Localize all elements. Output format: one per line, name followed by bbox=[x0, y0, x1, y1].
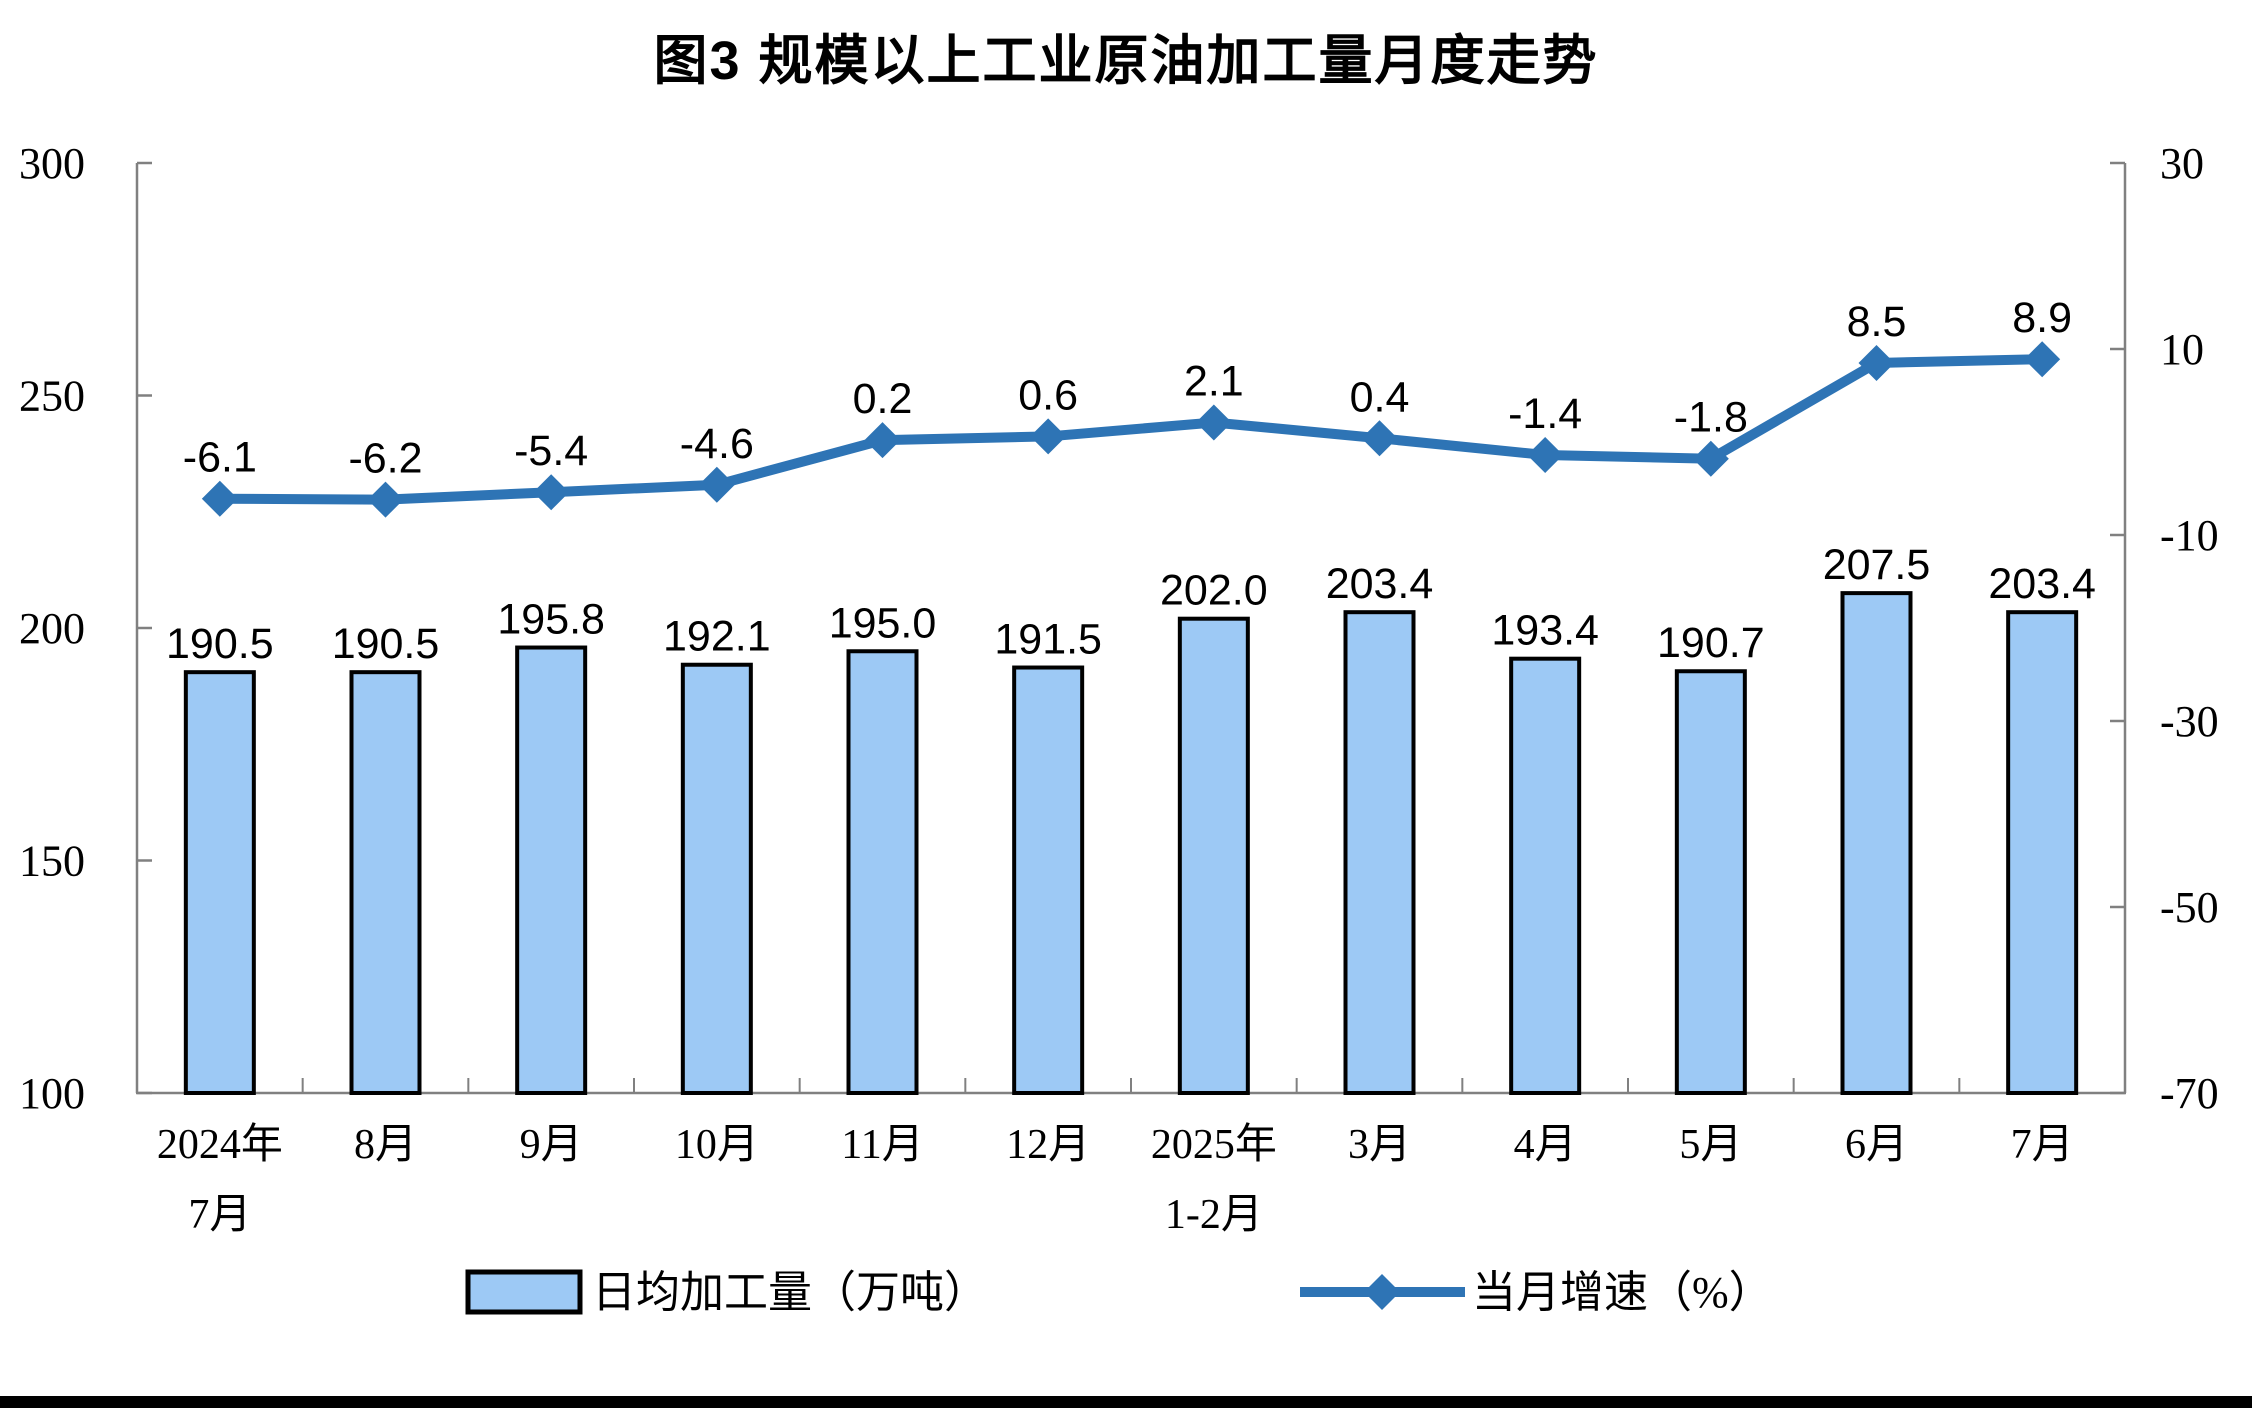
line-point-diamond bbox=[1361, 420, 1398, 457]
bar-value-label: 195.0 bbox=[829, 599, 937, 647]
line-value-label: -1.8 bbox=[1674, 394, 1748, 442]
line-path bbox=[219, 354, 2043, 505]
line-value-label: -6.2 bbox=[348, 435, 422, 483]
line-point-diamond bbox=[864, 422, 901, 459]
x-axis-label: 6月 bbox=[1845, 1122, 1908, 1168]
line-value-label: 0.4 bbox=[1350, 373, 1410, 421]
x-axis-label: 3月 bbox=[1348, 1122, 1411, 1168]
bar-series bbox=[183, 591, 2079, 1096]
bar bbox=[183, 670, 256, 1095]
line-value-label: 8.9 bbox=[2012, 294, 2072, 342]
bar bbox=[2006, 610, 2079, 1095]
line-point-diamond bbox=[1692, 440, 1729, 477]
bar-value-label: 190.5 bbox=[332, 620, 440, 668]
bar bbox=[1840, 591, 1913, 1095]
bar-value-label: 192.1 bbox=[663, 613, 771, 661]
bar bbox=[1343, 610, 1416, 1095]
bar-value-label: 203.4 bbox=[1326, 560, 1434, 608]
x-axis-label: 9月 bbox=[520, 1122, 583, 1168]
x-axis-label: 2025年 bbox=[1151, 1121, 1277, 1168]
y-axis-left-tick-label: 100 bbox=[19, 1069, 85, 1118]
x-axis-label: 10月 bbox=[675, 1122, 759, 1168]
bar-value-label: 207.5 bbox=[1823, 541, 1931, 589]
line-series bbox=[201, 341, 2061, 518]
x-axis-label: 7月 bbox=[2011, 1122, 2074, 1168]
x-axis-label: 5月 bbox=[1679, 1122, 1742, 1168]
legend: 日均加工量（万吨） 当月增速（%） bbox=[465, 1268, 1773, 1317]
x-axis-label: 12月 bbox=[1006, 1122, 1090, 1168]
legend-diamond-icon bbox=[1364, 1274, 1400, 1310]
bar-value-labels: 190.5 190.5 195.8 192.1 195.0 191.5 202.0 203.4… bbox=[166, 541, 2096, 668]
y-axis-right-labels: -70 -50 -30 -10 10 30 bbox=[2160, 139, 2219, 1118]
x-axis-label: 4月 bbox=[1514, 1122, 1577, 1168]
line-value-label: -1.4 bbox=[1508, 390, 1582, 438]
bar bbox=[1509, 656, 1582, 1095]
bar bbox=[1012, 665, 1085, 1096]
bar bbox=[846, 649, 919, 1095]
legend-line-label: 当月增速（%） bbox=[1472, 1268, 1773, 1317]
bar-value-label: 190.7 bbox=[1657, 619, 1765, 667]
x-axis-labels: 2024年 7月 8月 9月 10月 11月 12月 2025年 1-2月 3月 4月 5月 6月 7月 bbox=[157, 1121, 2074, 1238]
y-axis-right-tick-label: -70 bbox=[2160, 1069, 2219, 1118]
bar bbox=[515, 645, 588, 1096]
legend-bar-swatch bbox=[465, 1269, 583, 1315]
y-axis-right-tick-label: -10 bbox=[2160, 511, 2219, 560]
line-value-labels: -6.1 -6.2 -5.4 -4.6 0.2 0.6 2.1 0.4 -1.4 -1.8 8.5 8… bbox=[183, 294, 2072, 482]
line-point-diamond bbox=[533, 474, 570, 511]
bar-value-label: 195.8 bbox=[497, 596, 605, 644]
chart-title: 图3 规模以上工业原油加工量月度走势 bbox=[653, 31, 1599, 91]
y-axis-left-tick-label: 300 bbox=[19, 139, 85, 188]
line-value-label: 2.1 bbox=[1184, 357, 1244, 405]
line-value-label: 0.6 bbox=[1018, 371, 1078, 419]
bar bbox=[349, 670, 422, 1095]
x-axis-label: 8月 bbox=[354, 1122, 417, 1168]
bar bbox=[1674, 669, 1747, 1095]
line-point-diamond bbox=[1195, 404, 1232, 441]
line-value-label: -4.6 bbox=[680, 420, 754, 468]
bottom-border-bar bbox=[0, 1396, 2252, 1408]
line-point-diamond bbox=[201, 480, 238, 517]
x-axis-label-line2: 1-2月 bbox=[1165, 1192, 1263, 1238]
line-point-diamond bbox=[1030, 418, 1067, 455]
x-axis-label: 11月 bbox=[841, 1122, 923, 1168]
y-axis-right-tick-label: -50 bbox=[2160, 883, 2219, 932]
y-axis-right-tick-label: -30 bbox=[2160, 697, 2219, 746]
y-axis-left-tick-label: 150 bbox=[19, 837, 85, 886]
bar-value-label: 202.0 bbox=[1160, 567, 1268, 615]
line-value-label: -5.4 bbox=[514, 427, 588, 475]
line-value-label: 0.2 bbox=[853, 375, 913, 423]
x-axis-label-line2: 7月 bbox=[188, 1192, 251, 1238]
y-axis-left-labels: 100 150 200 250 300 bbox=[19, 139, 85, 1118]
y-axis-right-tick-label: 10 bbox=[2160, 325, 2204, 374]
bar-value-label: 193.4 bbox=[1491, 607, 1599, 655]
line-value-label: 8.5 bbox=[1847, 298, 1907, 346]
bar-value-label: 191.5 bbox=[994, 616, 1102, 664]
line-point-diamond bbox=[2024, 341, 2061, 378]
bar-value-label: 190.5 bbox=[166, 620, 274, 668]
legend-bar-label: 日均加工量（万吨） bbox=[592, 1268, 988, 1317]
line-point-diamond bbox=[1527, 437, 1564, 474]
y-axis-left-tick-label: 200 bbox=[19, 604, 85, 653]
x-axis-label: 2024年 bbox=[157, 1121, 283, 1168]
bar-value-label: 203.4 bbox=[1988, 560, 2096, 608]
bar bbox=[1177, 616, 1250, 1095]
line-point-diamond bbox=[367, 481, 404, 518]
y-axis-left-tick-label: 250 bbox=[19, 372, 85, 421]
bar bbox=[680, 662, 753, 1095]
y-axis-right-tick-label: 30 bbox=[2160, 139, 2204, 188]
line-point-diamond bbox=[698, 466, 735, 503]
line-point-diamond bbox=[1858, 344, 1895, 381]
axes bbox=[135, 161, 2127, 1095]
line-value-label: -6.1 bbox=[183, 434, 257, 482]
